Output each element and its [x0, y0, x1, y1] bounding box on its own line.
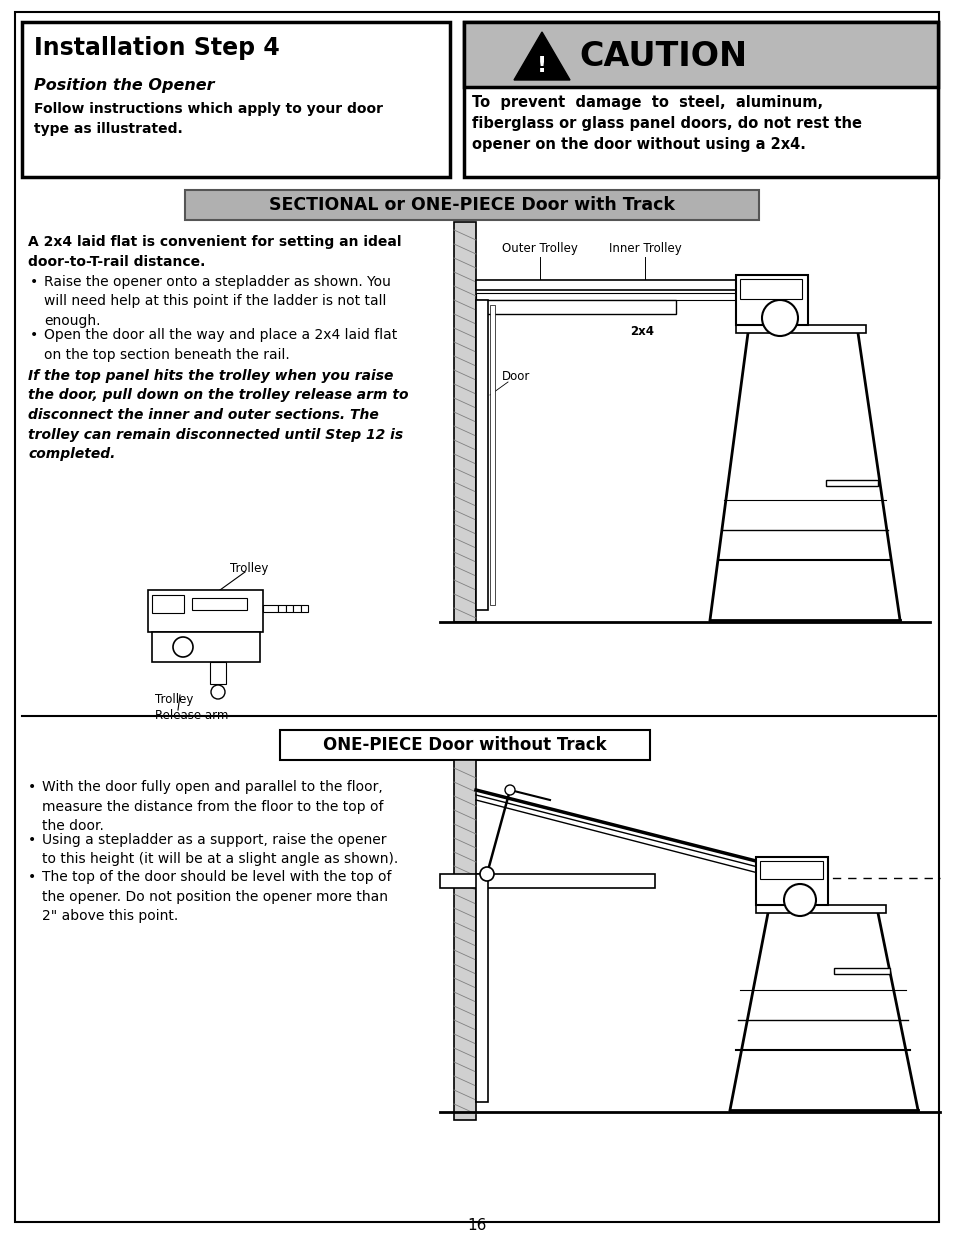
Bar [277, 605, 286, 612]
Bar [735, 275, 807, 325]
Text: Raise the opener onto a stepladder as shown. You
will need help at this point if: Raise the opener onto a stepladder as sh… [44, 275, 391, 328]
Bar [833, 968, 889, 974]
Text: Installation Step 4: Installation Step 4 [34, 36, 279, 59]
Bar [760, 861, 822, 878]
Bar [439, 873, 655, 888]
Text: !: ! [537, 56, 546, 76]
Bar [740, 279, 801, 299]
Bar [735, 325, 865, 333]
Bar [210, 662, 226, 684]
Text: •: • [28, 781, 36, 794]
Text: CAUTION: CAUTION [578, 40, 746, 73]
Circle shape [761, 300, 797, 336]
Text: SECTIONAL or ONE-PIECE Door with Track: SECTIONAL or ONE-PIECE Door with Track [269, 196, 674, 214]
Text: Door: Door [501, 370, 530, 383]
Bar [490, 305, 495, 605]
Bar [22, 22, 450, 177]
Bar [301, 605, 308, 612]
Text: The top of the door should be level with the top of
the opener. Do not position : The top of the door should be level with… [42, 870, 391, 923]
Bar [280, 730, 649, 760]
Bar [263, 605, 277, 612]
Bar [293, 605, 301, 612]
Text: Inner Trolley: Inner Trolley [608, 242, 680, 255]
Text: 2x4: 2x4 [629, 325, 654, 338]
Bar [192, 598, 247, 610]
Text: Follow instructions which apply to your door
type as illustrated.: Follow instructions which apply to your … [34, 102, 382, 135]
Text: A 2x4 laid flat is convenient for setting an ideal
door-to-T-rail distance.: A 2x4 laid flat is convenient for settin… [28, 235, 401, 269]
Bar [286, 605, 293, 612]
Bar [476, 300, 488, 610]
Text: Outer Trolley: Outer Trolley [501, 242, 578, 255]
Circle shape [211, 685, 225, 699]
Circle shape [504, 786, 515, 795]
Bar [476, 280, 785, 290]
Text: Trolley: Trolley [230, 563, 268, 575]
Bar [454, 760, 476, 1120]
Circle shape [172, 637, 193, 657]
Bar [185, 190, 759, 221]
Text: If the top panel hits the trolley when you raise
the door, pull down on the trol: If the top panel hits the trolley when y… [28, 369, 408, 461]
Bar [152, 595, 184, 613]
Text: With the door fully open and parallel to the floor,
measure the distance from th: With the door fully open and parallel to… [42, 781, 383, 833]
Bar [825, 479, 877, 486]
Text: •: • [30, 275, 38, 289]
Text: ONE-PIECE Door without Track: ONE-PIECE Door without Track [323, 736, 606, 755]
Bar [755, 857, 827, 904]
Bar [454, 222, 476, 622]
Bar [463, 22, 937, 177]
Bar [476, 292, 785, 300]
Polygon shape [514, 32, 569, 81]
Bar [148, 590, 263, 632]
Circle shape [783, 883, 815, 916]
Text: 16: 16 [467, 1218, 486, 1233]
Bar [476, 300, 676, 313]
Text: Using a stepladder as a support, raise the opener
to this height (it will be at : Using a stepladder as a support, raise t… [42, 833, 397, 866]
Bar [755, 904, 885, 913]
Text: Position the Opener: Position the Opener [34, 78, 214, 93]
Text: •: • [30, 328, 38, 342]
Text: •: • [28, 870, 36, 883]
Text: To  prevent  damage  to  steel,  aluminum,
fiberglass or glass panel doors, do n: To prevent damage to steel, aluminum, fi… [472, 95, 862, 152]
Text: Trolley
Release arm: Trolley Release arm [154, 693, 228, 722]
Text: •: • [28, 833, 36, 847]
Bar [152, 632, 260, 662]
Bar [463, 22, 937, 87]
Circle shape [479, 867, 494, 881]
Text: Open the door all the way and place a 2x4 laid flat
on the top section beneath t: Open the door all the way and place a 2x… [44, 328, 396, 362]
Bar [476, 873, 488, 1101]
